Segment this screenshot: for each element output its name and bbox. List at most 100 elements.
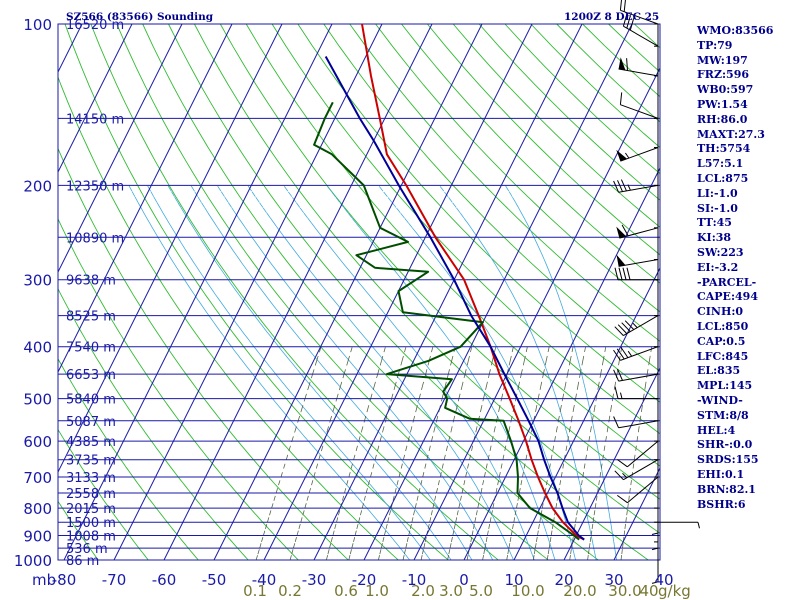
temperature-tick-label: -80 bbox=[52, 571, 77, 589]
profile-curves bbox=[313, 23, 585, 541]
dry-adiabat bbox=[478, 23, 661, 201]
stability-index: HEL:4 bbox=[697, 423, 736, 437]
dry-adiabat bbox=[90, 23, 499, 561]
stability-index: EL:835 bbox=[697, 364, 741, 378]
pressure-tick-label: 400 bbox=[23, 339, 52, 357]
stability-index: MW:197 bbox=[697, 53, 748, 67]
wind-barb-half-flag bbox=[622, 472, 628, 479]
wind-barb-flag bbox=[617, 324, 628, 334]
dry-adiabat bbox=[452, 23, 661, 228]
temperature-tick-label: -20 bbox=[352, 571, 377, 589]
temperature-tick-label: -60 bbox=[152, 571, 177, 589]
pressure-tick-label: 1000 bbox=[14, 552, 52, 570]
stability-index: TT:45 bbox=[697, 216, 732, 230]
moist-adiabat bbox=[283, 185, 535, 561]
wind-barb-flag bbox=[626, 267, 631, 280]
isotherm bbox=[57, 23, 183, 273]
wind-barb-half-flag bbox=[651, 581, 659, 584]
height-label: 536 m bbox=[66, 542, 108, 557]
wind-barb-flag bbox=[619, 0, 622, 11]
mixing-ratio-label: 20.0 bbox=[563, 582, 596, 600]
pressure-tick-label: 900 bbox=[23, 528, 52, 546]
wind-barb-pennant bbox=[618, 57, 626, 71]
stability-index: RH:86.0 bbox=[697, 112, 748, 126]
dry-adiabat bbox=[504, 23, 661, 174]
mixing-ratio-label: 3.0 bbox=[439, 582, 463, 600]
dry-adiabat bbox=[297, 23, 661, 403]
isotherm bbox=[413, 67, 661, 561]
wind-barb-flag bbox=[617, 368, 623, 381]
wind-barb-flag bbox=[620, 347, 629, 358]
isotherm bbox=[57, 23, 283, 473]
pressure-tick-label: 300 bbox=[23, 272, 52, 290]
stability-index: SHR-:0.0 bbox=[697, 438, 753, 452]
mixing-ratio-label: 0.1 bbox=[243, 582, 267, 600]
isotherm bbox=[163, 23, 433, 561]
wind-barb-flag bbox=[616, 348, 625, 360]
wind-barb-flag bbox=[613, 416, 620, 429]
stability-index: STM:8/8 bbox=[697, 408, 749, 422]
mixing-ratio-line bbox=[569, 346, 607, 561]
wind-barb-flag bbox=[617, 180, 623, 192]
moist-adiabat bbox=[190, 185, 473, 561]
stability-index: KI:38 bbox=[697, 231, 732, 245]
wind-barb-flag bbox=[621, 322, 631, 332]
height-label: 86 m bbox=[66, 554, 99, 569]
height-label: 3133 m bbox=[66, 471, 116, 486]
wind-barb-half-flag bbox=[632, 322, 638, 328]
height-label: 14150 m bbox=[66, 112, 124, 127]
stability-index: L57:5.1 bbox=[697, 157, 744, 171]
temperature-tick-label: -40 bbox=[252, 571, 277, 589]
temperature-tick-label: -50 bbox=[202, 571, 227, 589]
stability-index: LI:-1.0 bbox=[697, 186, 738, 200]
wind-barb-staff bbox=[618, 373, 659, 382]
wind-barb-half-flag bbox=[651, 532, 659, 535]
height-label: 2015 m bbox=[66, 502, 116, 517]
wind-barb-staff bbox=[623, 25, 659, 47]
isotherm bbox=[63, 23, 333, 561]
stability-index: WB0:597 bbox=[697, 83, 754, 97]
wind-barb-pennant bbox=[616, 149, 627, 162]
stability-index: EHI:0.1 bbox=[697, 467, 745, 481]
wind-barb-staff bbox=[627, 476, 659, 504]
stability-index: SRDS:155 bbox=[697, 453, 759, 467]
stability-index: MPL:145 bbox=[697, 379, 753, 393]
stability-index: EI:-3.2 bbox=[697, 260, 739, 274]
isotherm bbox=[57, 23, 83, 73]
wind-barb-staff bbox=[618, 68, 659, 77]
wind-barb-staff bbox=[620, 9, 659, 25]
stability-index: -WIND- bbox=[697, 393, 743, 407]
stability-index: MAXT:27.3 bbox=[697, 127, 765, 141]
height-label: 5087 m bbox=[66, 415, 116, 430]
height-label: 10890 m bbox=[66, 231, 124, 246]
stability-index: SW:223 bbox=[697, 245, 744, 259]
mixing-ratio-line bbox=[620, 346, 653, 561]
mixing-ratio-label: 1.0 bbox=[365, 582, 389, 600]
mixing-ratio-label: 0.6 bbox=[334, 582, 358, 600]
isobar-isotherm-grid bbox=[57, 23, 661, 561]
dry-adiabat bbox=[582, 23, 661, 98]
mixing-ratio-label: 5.0 bbox=[469, 582, 493, 600]
stability-index: BRN:82.1 bbox=[697, 482, 756, 496]
height-label: 12350 m bbox=[66, 179, 124, 194]
moist-adiabat bbox=[128, 185, 411, 561]
wind-barb-half-flag bbox=[627, 350, 633, 357]
height-label: 2558 m bbox=[66, 487, 116, 502]
height-label: 8525 m bbox=[66, 310, 116, 325]
mixing-ratio-label: 2.0 bbox=[411, 582, 435, 600]
wind-barb-flag bbox=[618, 267, 623, 280]
wind-barb-flag bbox=[629, 18, 635, 31]
pressure-unit-label: mb bbox=[32, 571, 56, 589]
isotherm bbox=[213, 23, 483, 561]
height-label: 9638 m bbox=[66, 274, 116, 289]
wind-barb-flag bbox=[614, 470, 624, 481]
wind-barb-pennant bbox=[616, 226, 627, 239]
stability-index: TP:79 bbox=[697, 38, 733, 52]
wind-barb-half-flag bbox=[697, 522, 700, 529]
temperature-tick-label: 10 bbox=[504, 571, 523, 589]
pressure-tick-label: 700 bbox=[23, 469, 52, 487]
temperature-tick-label: 20 bbox=[554, 571, 573, 589]
stability-index: LCL:850 bbox=[697, 319, 749, 333]
